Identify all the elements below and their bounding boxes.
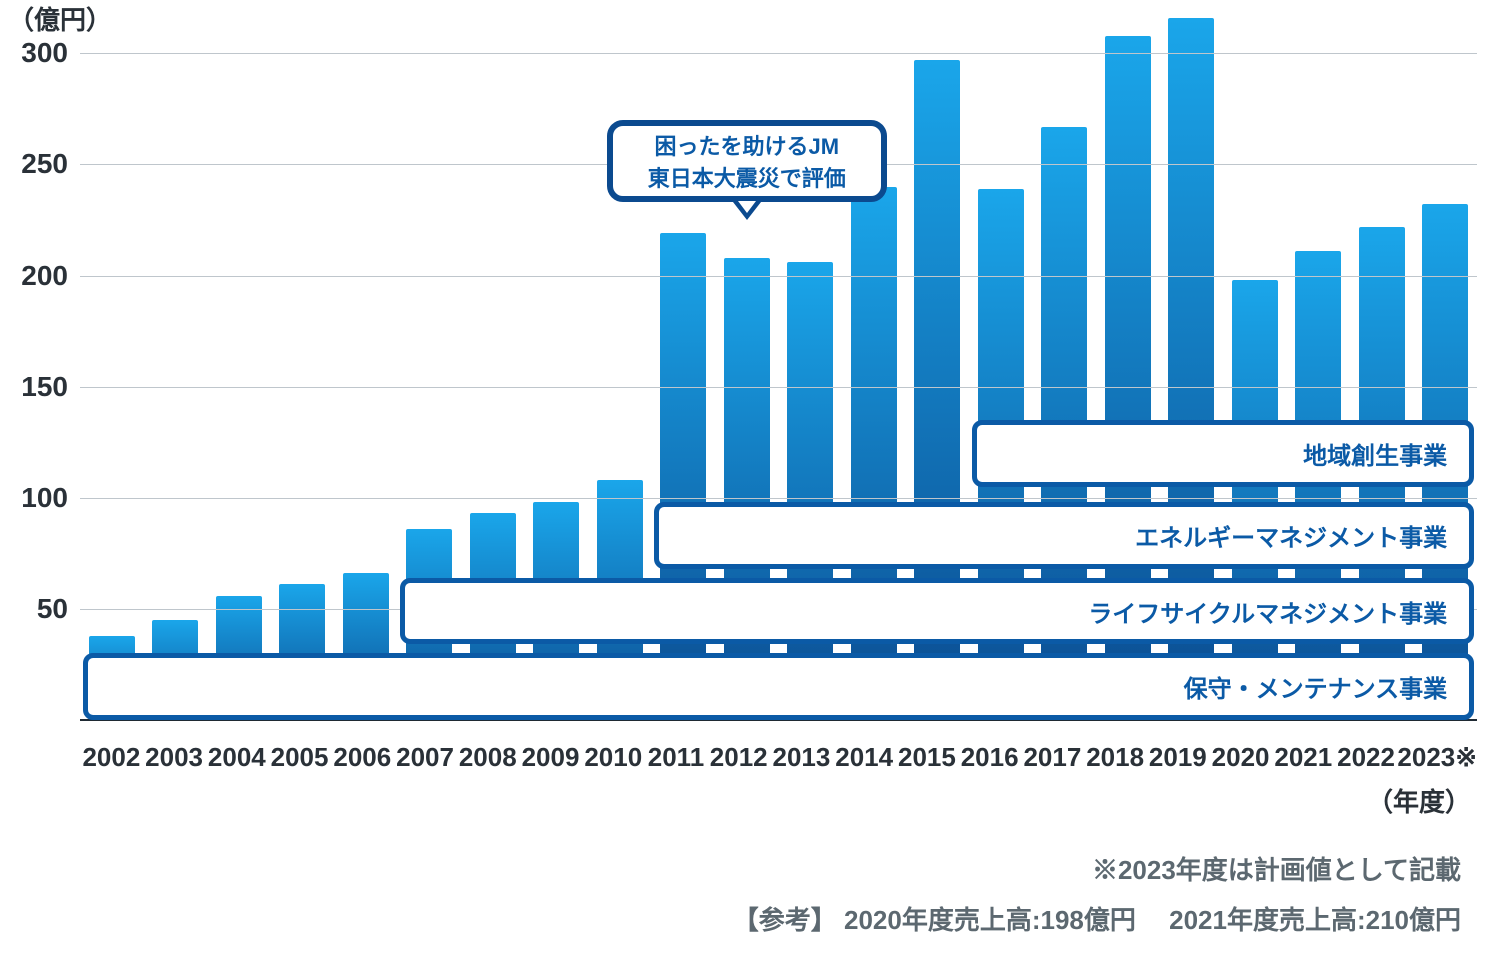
x-tick-label: 2007 (394, 742, 457, 773)
business-band: 地域創生事業 (972, 420, 1474, 487)
footnote-reference: 【参考】 2020年度売上高:198億円 2021年度売上高:210億円 (733, 900, 1461, 937)
x-tick-label: 2023※ (1397, 742, 1477, 773)
business-band-label: 地域創生事業 (1303, 436, 1447, 471)
gridline (80, 276, 1477, 277)
x-tick-label: 2012 (707, 742, 770, 773)
business-band: エネルギーマネジメント事業 (654, 502, 1474, 569)
x-tick-label: 2006 (331, 742, 394, 773)
bar (787, 262, 833, 720)
y-tick-label: 50 (37, 593, 68, 625)
x-tick-label: 2008 (456, 742, 519, 773)
x-tick-label: 2013 (770, 742, 833, 773)
bar-slot (144, 20, 208, 720)
callout-earthquake: 困ったを助けるJM東日本大震災で評価 (607, 120, 887, 202)
bar (724, 258, 770, 720)
callout-line-1: 困ったを助けるJM (654, 129, 839, 161)
x-tick-label: 2017 (1021, 742, 1084, 773)
x-tick-label: 2022 (1335, 742, 1398, 773)
y-tick-label: 100 (21, 482, 68, 514)
business-band-label: エネルギーマネジメント事業 (1135, 518, 1447, 553)
x-tick-label: 2009 (519, 742, 582, 773)
callout-line-2: 東日本大震災で評価 (648, 161, 846, 193)
business-band: 保守・メンテナンス事業 (83, 653, 1474, 720)
x-tick-label: 2019 (1146, 742, 1209, 773)
x-tick-label: 2005 (268, 742, 331, 773)
gridline (80, 498, 1477, 499)
x-axis-labels: 2002200320042005200620072008200920102011… (80, 742, 1477, 773)
y-tick-label: 300 (21, 37, 68, 69)
x-tick-label: 2011 (645, 742, 708, 773)
plot-area: 地域創生事業エネルギーマネジメント事業ライフサイクルマネジメント事業保守・メンテ… (80, 20, 1477, 720)
y-tick-label: 200 (21, 260, 68, 292)
x-tick-label: 2003 (143, 742, 206, 773)
x-tick-label: 2021 (1272, 742, 1335, 773)
bar-slot (80, 20, 144, 720)
bar (660, 233, 706, 720)
bar-slot (334, 20, 398, 720)
revenue-bar-chart: （億円） 50100150200250300 地域創生事業エネルギーマネジメント… (0, 0, 1497, 958)
footnote-plan-value: ※2023年度は計画値として記載 (1092, 850, 1461, 887)
x-tick-label: 2015 (896, 742, 959, 773)
callout-tail-inner (738, 201, 756, 213)
gridline (80, 387, 1477, 388)
y-axis-ticks: 50 100 150 200 250 300 (0, 20, 68, 720)
x-tick-label: 2014 (833, 742, 896, 773)
x-tick-label: 2004 (205, 742, 268, 773)
bar-slot (207, 20, 271, 720)
x-axis-title: （年度） (1367, 782, 1471, 819)
y-tick-label: 150 (21, 371, 68, 403)
x-tick-label: 2020 (1209, 742, 1272, 773)
business-band-label: 保守・メンテナンス事業 (1184, 669, 1448, 704)
y-tick-label: 250 (21, 148, 68, 180)
business-band: ライフサイクルマネジメント事業 (400, 578, 1474, 645)
x-tick-label: 2010 (582, 742, 645, 773)
gridline (80, 53, 1477, 54)
x-tick-label: 2002 (80, 742, 143, 773)
x-tick-label: 2018 (1084, 742, 1147, 773)
bar-slot (271, 20, 335, 720)
x-tick-label: 2016 (958, 742, 1021, 773)
business-band-label: ライフサイクルマネジメント事業 (1088, 594, 1447, 629)
